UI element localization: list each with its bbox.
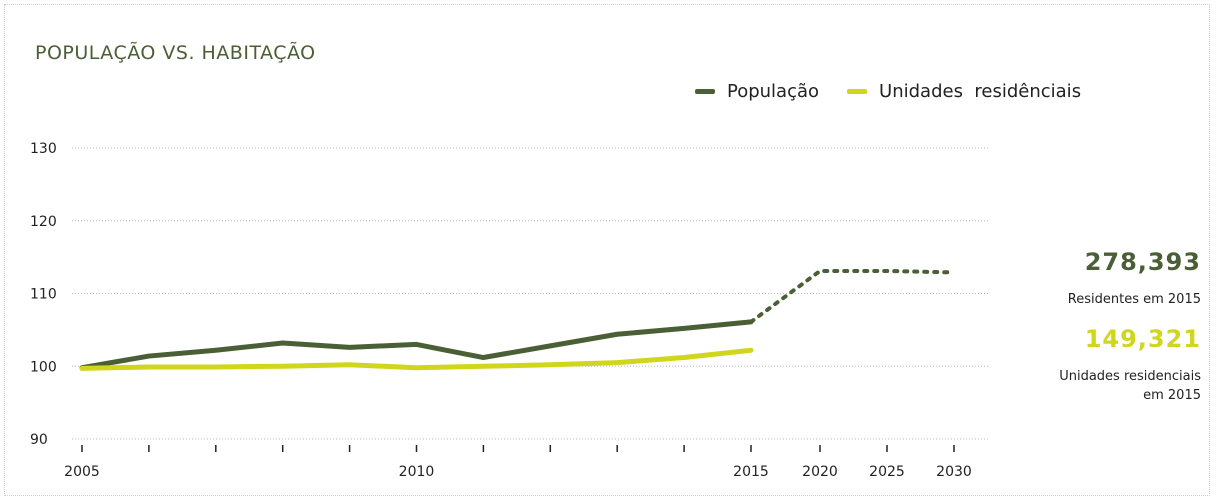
legend: População Unidades residênciais — [695, 81, 1109, 102]
series-line-1 — [79, 347, 754, 371]
residents-number: 278,393 — [1084, 248, 1201, 276]
y-tick-label-90: 90 — [30, 432, 48, 448]
housing-caption-line-1: Unidades residenciais — [1059, 369, 1201, 384]
legend-item-housing: Unidades residênciais — [847, 81, 1081, 102]
y-tick-label-100: 100 — [30, 359, 57, 375]
residents-caption: Residentes em 2015 — [1067, 292, 1201, 307]
x-tick-label-2015: 2015 — [733, 464, 769, 480]
legend-swatch-housing — [847, 89, 868, 94]
series-projection-0 — [749, 268, 956, 324]
x-tick-label-2025: 2025 — [869, 464, 905, 480]
series-line-0 — [79, 319, 754, 371]
chart-title: POPULAÇÃO VS. HABITAÇÃO — [35, 42, 316, 64]
housing-caption-line-2: em 2015 — [1143, 388, 1201, 403]
x-tick-label-2005: 2005 — [64, 464, 100, 480]
chart-card: POPULAÇÃO VS. HABITAÇÃO População Unidad… — [4, 4, 1210, 496]
x-tick-label-2010: 2010 — [399, 464, 435, 480]
legend-swatch-population — [695, 89, 715, 94]
y-tick-label-110: 110 — [30, 287, 57, 303]
x-tick-label-2030: 2030 — [936, 464, 972, 480]
x-tick-label-2020: 2020 — [802, 464, 838, 480]
legend-label-housing: Unidades residênciais — [879, 81, 1082, 102]
legend-item-population: População — [695, 81, 819, 102]
callout-housing: 149,321 Unidades residenciais em 2015 — [1059, 325, 1201, 405]
callout-residents: 278,393 Residentes em 2015 — [1068, 248, 1201, 309]
legend-label-population: População — [727, 81, 820, 102]
y-tick-label-120: 120 — [30, 214, 57, 230]
housing-number: 149,321 — [1084, 325, 1201, 353]
y-tick-label-130: 130 — [30, 141, 57, 157]
